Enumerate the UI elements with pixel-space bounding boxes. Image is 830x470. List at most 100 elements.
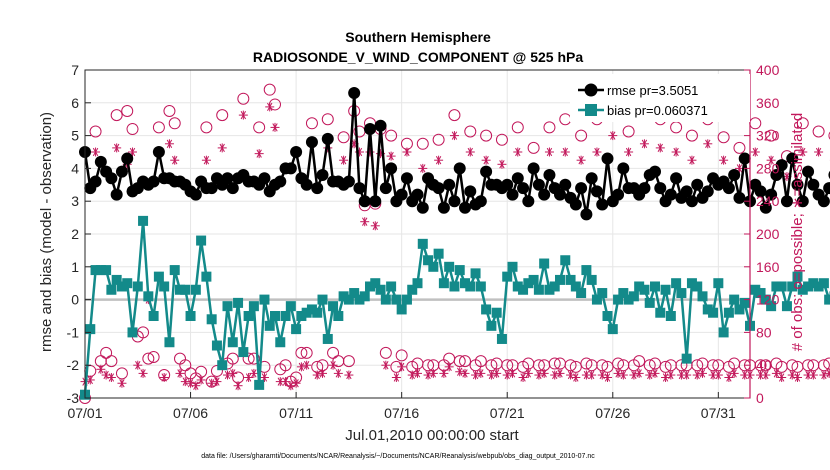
- possible-obs-point: [717, 131, 730, 144]
- assimilated-obs-point: [698, 368, 707, 378]
- bias-point: [776, 281, 787, 292]
- rmse-point: [374, 119, 387, 132]
- rmse-point: [416, 201, 429, 214]
- bias-point: [597, 288, 608, 299]
- rmse-point: [284, 162, 297, 175]
- rmse-point: [152, 146, 165, 158]
- bias-point: [523, 278, 534, 289]
- bias-point: [734, 304, 745, 315]
- bias-point: [549, 281, 560, 292]
- possible-obs-point: [327, 346, 340, 359]
- bias-point: [148, 311, 159, 321]
- possible-obs-point: [342, 355, 355, 368]
- y-tick-label: 4: [71, 160, 79, 176]
- bias-point: [460, 278, 470, 289]
- rmse-point: [290, 146, 303, 158]
- bias-point: [755, 288, 766, 299]
- bias-point: [565, 274, 576, 285]
- rmse-point: [754, 185, 767, 198]
- bias-point: [312, 307, 323, 318]
- bias-point: [444, 261, 455, 272]
- assimilated-obs-point: [281, 377, 291, 387]
- x-tick-label: 07/26: [595, 405, 630, 421]
- bias-point: [391, 294, 402, 305]
- rmse-point: [575, 182, 588, 195]
- assimilated-obs-point: [270, 122, 280, 132]
- possible-obs-point: [126, 123, 139, 136]
- assimilated-obs-point: [275, 377, 285, 387]
- possible-obs-point: [385, 129, 398, 142]
- assimilated-obs-point: [592, 147, 602, 157]
- legend-rmse-marker: [584, 83, 598, 97]
- y2-tick-label: 40: [756, 357, 772, 373]
- assimilated-obs-point: [682, 370, 692, 380]
- assimilated-obs-point: [761, 370, 771, 380]
- bias-point: [365, 281, 375, 292]
- assimilated-obs-point: [502, 370, 512, 380]
- assimilated-obs-point: [391, 373, 401, 382]
- bias-point: [475, 281, 486, 292]
- assimilated-obs-point: [233, 381, 243, 391]
- rmse-point: [517, 182, 530, 195]
- y-tick-label: -3: [67, 390, 80, 406]
- assimilated-obs-point: [539, 368, 549, 378]
- rmse-point: [464, 185, 477, 198]
- bias-point: [502, 271, 513, 282]
- assimilated-obs-point: [370, 221, 380, 231]
- y-tick-label: 1: [71, 259, 79, 275]
- bias-point: [634, 281, 645, 292]
- assimilated-obs-point: [808, 370, 818, 380]
- y-tick-label: -1: [67, 324, 80, 340]
- bias-point: [570, 281, 581, 292]
- assimilated-obs-point: [344, 370, 354, 380]
- bias-point: [301, 307, 312, 318]
- rmse-point: [649, 165, 661, 178]
- assimilated-obs-point: [497, 159, 507, 169]
- y-tick-label: -2: [67, 357, 80, 373]
- rmse-point: [311, 182, 324, 195]
- assimilated-obs-point: [634, 368, 644, 378]
- rmse-point: [189, 188, 202, 201]
- bias-point: [797, 284, 808, 295]
- assimilated-obs-point: [196, 375, 206, 385]
- bias-point: [496, 333, 507, 344]
- bias-point: [317, 294, 328, 305]
- bias-point: [518, 284, 529, 295]
- rmse-point: [543, 168, 556, 181]
- assimilated-obs-point: [471, 370, 481, 380]
- bias-point: [106, 284, 117, 295]
- assimilated-obs-point: [608, 131, 618, 141]
- possible-obs-point: [511, 121, 524, 134]
- bias-point: [729, 294, 740, 305]
- possible-obs-point: [300, 346, 313, 359]
- possible-obs-point: [105, 355, 118, 368]
- rmse-point: [522, 195, 535, 208]
- possible-obs-point: [226, 352, 239, 365]
- rmse-point: [205, 182, 218, 195]
- assimilated-obs-point: [793, 373, 802, 382]
- bias-point: [818, 278, 829, 289]
- rmse-point: [342, 175, 355, 188]
- rmse-point: [691, 178, 704, 191]
- possible-obs-point: [321, 113, 334, 126]
- bias-point: [248, 301, 259, 312]
- bias-point: [227, 337, 238, 348]
- bias-point: [486, 320, 497, 331]
- possible-obs-point: [543, 121, 556, 134]
- possible-obs-point: [796, 117, 809, 130]
- bias-point: [264, 320, 275, 331]
- possible-obs-point: [121, 105, 134, 117]
- bias-point: [808, 278, 819, 289]
- x-axis-label: Jul.01,2010 00:00:00 start: [345, 427, 519, 444]
- bias-point: [739, 297, 750, 308]
- bias-point: [824, 294, 830, 305]
- assimilated-obs-point: [201, 155, 211, 165]
- possible-obs-point: [379, 346, 392, 359]
- rmse-point: [110, 188, 123, 201]
- bias-point: [644, 297, 655, 308]
- bias-point: [465, 281, 476, 292]
- rmse-point: [274, 175, 287, 188]
- axes: [84, 69, 751, 399]
- bias-point: [401, 294, 412, 305]
